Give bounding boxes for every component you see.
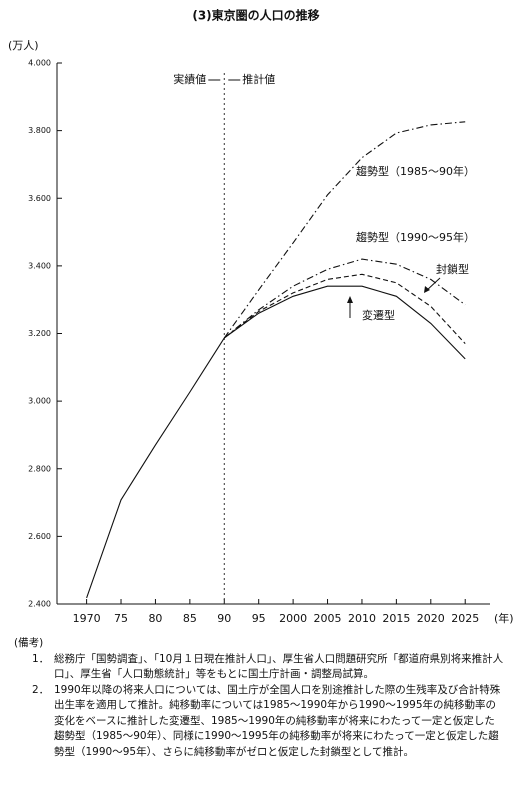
label-arrowhead bbox=[347, 296, 353, 303]
y-tick-label: 4.000 bbox=[28, 59, 51, 68]
y-axis-label: (万人) bbox=[8, 39, 39, 52]
series-line bbox=[86, 337, 225, 599]
x-tick-label: 2015 bbox=[382, 612, 410, 625]
note-text: 1990年以降の将来人口については、国土庁が全国人口を別途推計した際の生残率及び… bbox=[54, 683, 501, 758]
series-line bbox=[223, 258, 466, 339]
y-tick-label: 2.800 bbox=[28, 464, 51, 473]
chart-title: (3)東京圏の人口の推移 bbox=[192, 8, 319, 23]
notes-heading: (備考) bbox=[14, 637, 44, 649]
x-tick-label: 2020 bbox=[417, 612, 445, 625]
note-item: 2． 1990年以降の将来人口については、国土庁が全国人口を別途推計した際の生残率… bbox=[14, 683, 504, 761]
series-label: 趨勢型（1985～90年） bbox=[356, 164, 475, 178]
y-tick-label: 2.400 bbox=[28, 600, 51, 609]
x-axis-label: (年) bbox=[494, 611, 513, 625]
series-label: 封鎖型 bbox=[436, 262, 469, 276]
x-tick-label: 80 bbox=[148, 612, 162, 625]
notes: (備考) 1． 総務庁「国勢調査」、「10月１日現在推計人口」、厚生省人口問題研究… bbox=[14, 636, 504, 760]
note-item: 1． 総務庁「国勢調査」、「10月１日現在推計人口」、厚生省人口問題研究所「都道府… bbox=[14, 652, 504, 683]
note-number: 1． bbox=[32, 652, 50, 665]
chart: (3)東京圏の人口の推移 (万人) (年) 2.400 2.600 2.800 3.0… bbox=[8, 8, 513, 626]
x-tick-label: 75 bbox=[114, 612, 128, 625]
x-tick-label: 95 bbox=[252, 612, 266, 625]
y-tick-label: 3.200 bbox=[28, 329, 51, 338]
y-tick-label: 2.600 bbox=[28, 532, 51, 541]
x-tick-label: 85 bbox=[183, 612, 197, 625]
x-tick-label: 2005 bbox=[314, 612, 342, 625]
series-label: 変遷型 bbox=[362, 308, 395, 322]
y-tick-label: 3.600 bbox=[28, 194, 51, 203]
annotation: 実績値 bbox=[173, 72, 206, 86]
x-tick-label: 2000 bbox=[279, 612, 307, 625]
y-tick-label: 3.000 bbox=[28, 397, 51, 406]
series-line bbox=[223, 273, 466, 344]
annotation: 推計値 bbox=[242, 72, 275, 86]
series-line bbox=[223, 121, 466, 339]
x-tick-label: 90 bbox=[217, 612, 231, 625]
note-number: 2． bbox=[32, 683, 50, 696]
label-arrowhead bbox=[424, 286, 430, 293]
series-label: 趨勢型（1990～95年） bbox=[356, 230, 475, 244]
y-tick-label: 3.800 bbox=[28, 126, 51, 135]
y-tick-label: 3.400 bbox=[28, 261, 51, 270]
x-tick-label: 2010 bbox=[348, 612, 376, 625]
x-tick-label: 1970 bbox=[73, 612, 101, 625]
x-tick-label: 2025 bbox=[451, 612, 479, 625]
note-text: 総務庁「国勢調査」、「10月１日現在推計人口」、厚生省人口問題研究所「都道府県別… bbox=[54, 652, 504, 681]
series-line bbox=[223, 285, 466, 360]
